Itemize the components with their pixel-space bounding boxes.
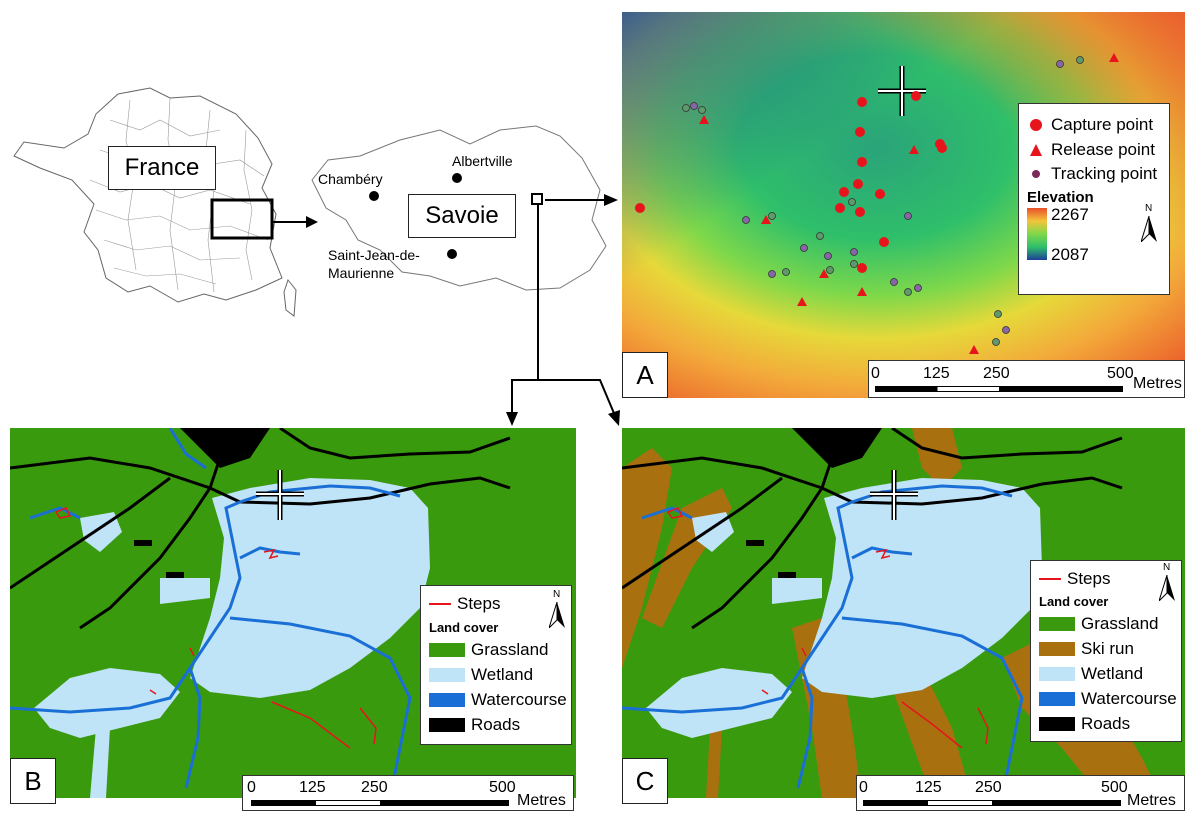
release-point xyxy=(761,215,771,224)
city-label-chambery: Chambéry xyxy=(318,171,383,187)
tracking-point xyxy=(1056,60,1064,68)
tracking-point xyxy=(824,252,832,260)
savoie-label: Savoie xyxy=(408,194,516,238)
steps-line-icon xyxy=(1039,578,1061,580)
tracking-point xyxy=(1076,56,1084,64)
capture-point xyxy=(857,97,867,107)
panel-c-scalebar: 0 125 250 500 Metres xyxy=(856,775,1185,811)
tracking-point xyxy=(1002,326,1010,334)
grassland-swatch xyxy=(1039,616,1075,631)
panel-c-letter: C xyxy=(622,758,668,804)
chambery-dot xyxy=(369,191,379,201)
tracking-point xyxy=(890,278,898,286)
watercourse-swatch xyxy=(1039,691,1075,706)
france-inset-rectangle xyxy=(210,198,274,240)
capture-point xyxy=(853,179,863,189)
release-point xyxy=(857,287,867,296)
capture-point xyxy=(839,187,849,197)
capture-point xyxy=(875,189,885,199)
panel-b-scalebar: 0 125 250 500 Metres xyxy=(242,775,574,811)
roads-swatch xyxy=(1039,716,1075,731)
panel-a-scalebar: 0 125 250 500 Metres xyxy=(868,360,1185,398)
elevation-max: 2267 xyxy=(1051,205,1089,224)
tracking-point xyxy=(904,288,912,296)
capture-point-icon xyxy=(1030,118,1042,131)
capture-point xyxy=(835,203,845,213)
saint-jean-dot xyxy=(447,249,457,259)
panel-a-legend: Capture point Release point Tracking poi… xyxy=(1018,103,1170,295)
capture-point xyxy=(855,207,865,217)
elevation-min: 2087 xyxy=(1051,245,1089,264)
tracking-point xyxy=(816,232,824,240)
tracking-point xyxy=(904,212,912,220)
steps-b xyxy=(54,507,377,749)
capture-point xyxy=(937,143,947,153)
north-arrow-a-label: N xyxy=(1145,203,1153,214)
panel-a-map xyxy=(622,12,1185,398)
city-label-albertville: Albertville xyxy=(452,153,513,169)
release-point xyxy=(699,115,709,124)
release-point xyxy=(969,345,979,354)
wetland-swatch xyxy=(1039,666,1075,681)
elevation-colorbar xyxy=(1027,208,1047,260)
release-point xyxy=(909,145,919,154)
grassland-swatch xyxy=(429,642,465,657)
roads-swatch xyxy=(429,717,465,732)
panel-b-letter: B xyxy=(10,758,56,804)
tracking-point xyxy=(742,216,750,224)
tracking-point xyxy=(800,244,808,252)
capture-point xyxy=(855,127,865,137)
tracking-point xyxy=(826,266,834,274)
release-point-icon xyxy=(1030,143,1042,156)
release-point xyxy=(797,297,807,306)
capture-point xyxy=(857,263,867,273)
capture-point xyxy=(857,157,867,167)
tracking-point xyxy=(768,212,776,220)
tracking-point xyxy=(850,260,858,268)
france-map xyxy=(13,87,318,317)
capture-point xyxy=(635,203,645,213)
tracking-point xyxy=(768,270,776,278)
release-point xyxy=(819,269,829,278)
tracking-point xyxy=(682,104,690,112)
tracking-point xyxy=(698,106,706,114)
tracking-point xyxy=(992,338,1000,346)
watercourse-swatch xyxy=(429,692,465,707)
panel-a-letter: A xyxy=(622,352,668,398)
panel-a-points xyxy=(635,53,1119,354)
panel-c-legend: Steps Land cover Grassland Ski run Wetla… xyxy=(1030,560,1182,742)
panel-b-legend: Steps Land cover Grassland Wetland Water… xyxy=(420,585,572,745)
watercourse xyxy=(10,428,412,798)
panel-b-map xyxy=(10,428,576,798)
release-point xyxy=(1109,53,1119,62)
tracking-point xyxy=(848,198,856,206)
tracking-point xyxy=(782,268,790,276)
tracking-point xyxy=(850,248,858,256)
france-label: France xyxy=(108,146,216,190)
capture-point xyxy=(911,91,921,101)
wetland-swatch xyxy=(429,667,465,682)
north-arrow-icon xyxy=(1141,216,1157,242)
capture-point xyxy=(879,237,889,247)
north-arrow-icon xyxy=(549,602,565,628)
tracking-point xyxy=(994,310,1002,318)
steps-line-icon xyxy=(429,603,451,605)
wetland-areas-c xyxy=(646,478,1042,738)
north-arrow-icon xyxy=(1159,575,1175,601)
ski-run-swatch xyxy=(1039,641,1075,656)
city-label-saint-jean: Saint-Jean-de- Maurienne xyxy=(328,247,420,281)
wetland-areas xyxy=(34,478,430,798)
elevation-title: Elevation xyxy=(1027,189,1094,206)
tracking-point-icon xyxy=(1032,169,1040,178)
tracking-point xyxy=(690,102,698,110)
tracking-point xyxy=(914,284,922,292)
albertville-dot xyxy=(452,173,462,183)
